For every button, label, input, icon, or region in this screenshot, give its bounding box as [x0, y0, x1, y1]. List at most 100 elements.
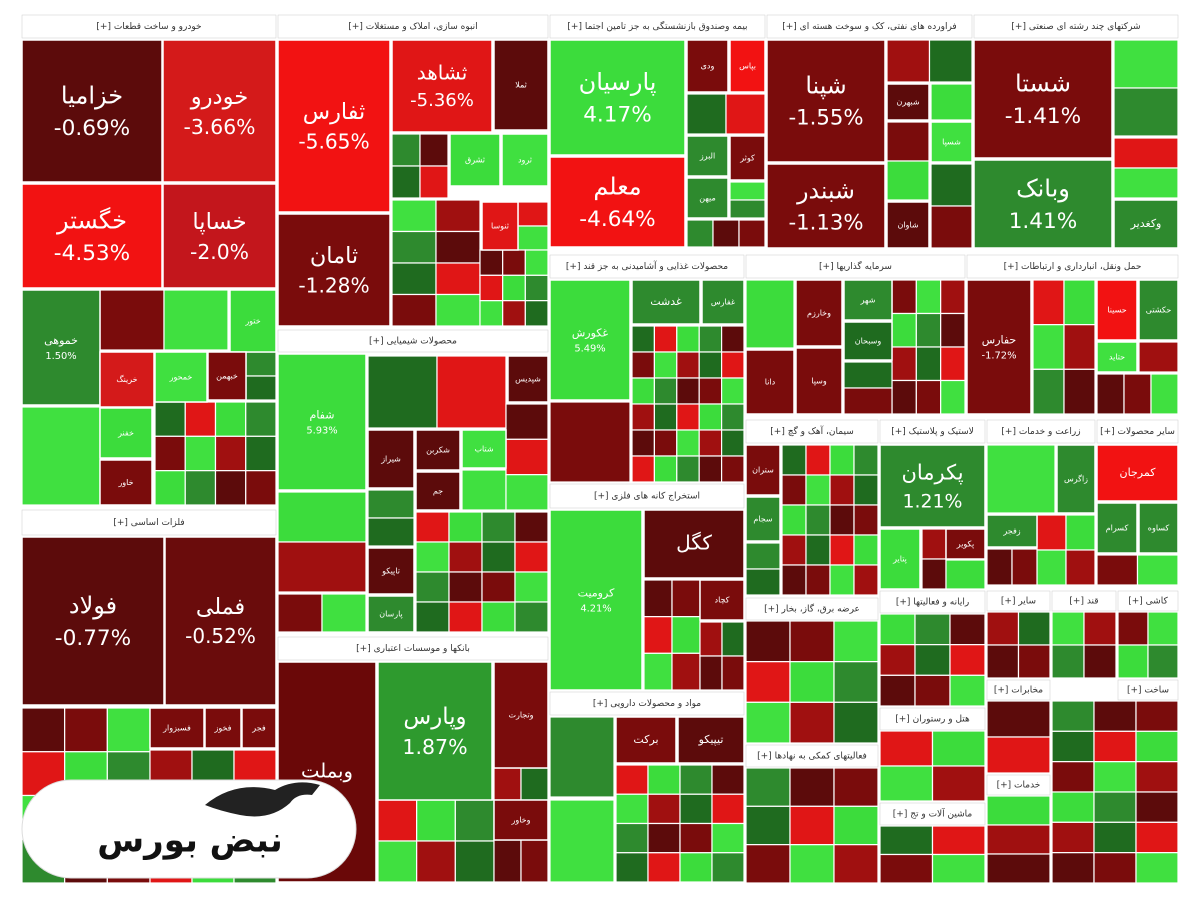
stock-tile [973, 159, 1113, 249]
stock-tile [549, 39, 686, 156]
sector-title: حمل ونقل، انبارداری و ارتباطات [+] [1004, 262, 1142, 272]
stock-tile [729, 199, 766, 219]
stock-tile [245, 401, 277, 437]
stock-tile [1147, 644, 1179, 679]
sector-header [549, 483, 745, 509]
stock-tile [653, 429, 678, 457]
sector-title: فلزات اساسی [+] [113, 518, 184, 528]
stock-tile [549, 279, 631, 401]
stock-tile [886, 39, 931, 83]
stock-tile [766, 163, 886, 249]
stock-tile [64, 707, 108, 753]
sector-header [745, 744, 879, 768]
sector-header [277, 14, 549, 39]
stock-tile [514, 541, 549, 573]
sector-header [966, 254, 1179, 279]
stock-tile [481, 571, 516, 603]
sector-header [879, 590, 986, 614]
stock-tile [514, 601, 549, 633]
stock-tile [1093, 761, 1137, 793]
stock-tile [436, 355, 507, 429]
stock-tile [829, 444, 855, 476]
stock-tile [643, 579, 673, 618]
stock-change: -4.64% [579, 207, 655, 232]
stock-tile [931, 765, 986, 802]
stock-tile [653, 351, 678, 379]
stock-tile [1032, 368, 1065, 415]
stock-tile [1113, 39, 1179, 89]
stock-tile [1150, 373, 1179, 415]
stock-tile [679, 793, 713, 825]
stock-tile [21, 406, 101, 506]
stock-tile [781, 474, 807, 506]
stock-tile [549, 509, 643, 691]
stock-tile [449, 133, 501, 187]
stock-label: وکغدیر [1130, 217, 1162, 230]
stock-tile [415, 429, 461, 471]
stock-tile [415, 511, 450, 543]
stock-tile [214, 401, 247, 437]
sector-title: زراعت و خدمات [+] [1001, 427, 1080, 437]
stock-tile [21, 536, 165, 706]
stock-tile [502, 249, 526, 276]
stock-tile [986, 824, 1051, 855]
stock-tile [277, 39, 391, 213]
stock-tile [647, 822, 681, 854]
stock-tile [805, 474, 831, 506]
stock-tile [679, 764, 713, 795]
stock-tile [745, 542, 781, 570]
stock-tile [1138, 502, 1179, 554]
stock-label: شاوان [897, 221, 918, 230]
sector-title: ماشین آلات و تج [+] [893, 808, 973, 820]
stock-change: -0.52% [185, 624, 256, 648]
stock-tile [986, 644, 1020, 679]
stock-tile [631, 429, 655, 457]
stock-tile [986, 548, 1013, 586]
stock-tile [789, 767, 835, 807]
stock-change: 1.21% [902, 490, 962, 512]
stock-tile [940, 312, 966, 348]
stock-tile [833, 844, 879, 884]
stock-label: وسپا [811, 377, 827, 386]
stock-tile [214, 435, 247, 472]
sector-title: فراورده های نفتی، کک و سوخت هسته ای [+] [782, 22, 957, 32]
stock-tile [154, 470, 186, 506]
stock-tile [781, 444, 807, 476]
logo-bull [205, 782, 320, 817]
stock-tile [676, 403, 700, 431]
stock-label: معلم [593, 173, 641, 201]
stock-tile [853, 564, 879, 596]
logo: نبض بورس [21, 779, 357, 879]
stock-tile [653, 377, 678, 405]
stock-label: وخاور [511, 816, 531, 825]
sector-title: مواد و محصولات دارویی [+] [593, 699, 701, 709]
stock-tile [1135, 761, 1179, 793]
stock-tile [1147, 611, 1179, 646]
stock-tile [631, 455, 655, 483]
stock-tile [1065, 514, 1096, 551]
stock-label: کگل [676, 531, 712, 555]
stock-tile [507, 355, 549, 403]
stock-tile [745, 568, 781, 596]
stock-tile [184, 470, 217, 506]
stock-label: ختور [244, 317, 260, 326]
stock-tile [949, 644, 986, 676]
sector-title: خدمات [+] [997, 781, 1041, 791]
stock-tile [853, 444, 879, 476]
stock-tile [879, 444, 986, 528]
stock-tile [479, 274, 504, 302]
stock-tile [106, 707, 151, 753]
stock-tile [886, 83, 930, 121]
stock-tile [377, 661, 493, 801]
stock-tile [853, 504, 879, 536]
stock-change: -1.72% [982, 350, 1017, 361]
stock-tile [1051, 644, 1085, 679]
sector-header [986, 590, 1051, 612]
stock-tile [520, 767, 549, 801]
stock-tile [1063, 324, 1096, 370]
stock-change: -4.53% [54, 241, 130, 266]
stock-label: ثرود [518, 156, 532, 165]
stock-change: -1.55% [788, 106, 863, 131]
stock-label: سجام [753, 515, 773, 524]
